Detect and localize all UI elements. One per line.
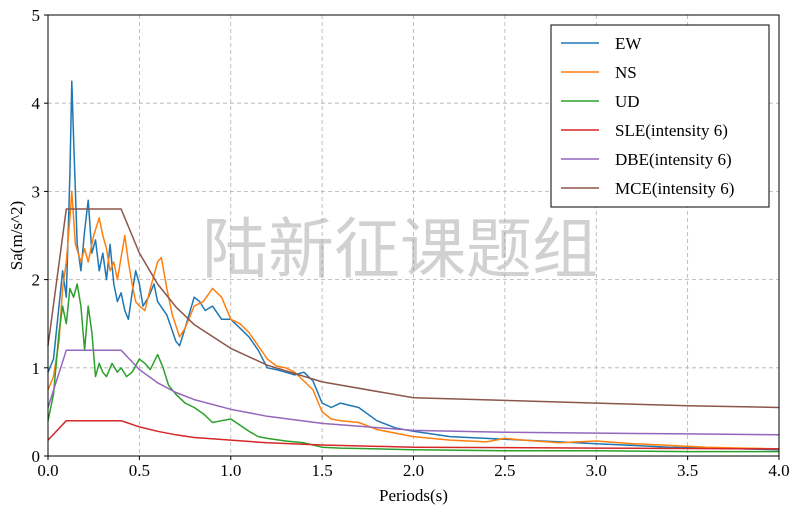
series-line-1 [47, 190, 780, 450]
x-axis-label: Periods(s) [379, 486, 448, 505]
y-tick-label: 5 [32, 6, 41, 25]
series-layer [47, 80, 780, 453]
series-line-5 [47, 208, 780, 409]
legend-label: MCE(intensity 6) [615, 179, 734, 198]
legend-label: DBE(intensity 6) [615, 150, 732, 169]
x-tick-label: 3.0 [586, 461, 607, 480]
x-tick-label: 2.5 [494, 461, 515, 480]
x-tick-label: 3.5 [677, 461, 698, 480]
watermark-text: 陆新征课题组 [202, 211, 598, 288]
x-tick-label: 0.0 [37, 461, 58, 480]
y-tick-label: 0 [32, 447, 41, 466]
series-line-2 [47, 283, 779, 453]
x-tick-label: 2.0 [403, 461, 424, 480]
x-tick-label: 4.0 [768, 461, 789, 480]
y-tick-label: 3 [32, 182, 41, 201]
legend-label: UD [615, 92, 640, 111]
legend-label: NS [615, 63, 637, 82]
x-tick-label: 1.0 [220, 461, 241, 480]
legend-box [550, 24, 770, 208]
series-line-3 [47, 419, 780, 450]
legend: EW NS UD SLE(intensity 6) DBE(intensity 6) MC… [550, 24, 770, 208]
legend-label: EW [615, 34, 642, 53]
series-line-0 [47, 80, 780, 451]
x-tick-label: 1.5 [312, 461, 333, 480]
y-tick-label: 2 [32, 271, 41, 290]
y-axis-label: Sa(m/s^2) [7, 201, 26, 270]
legend-label: SLE(intensity 6) [615, 121, 728, 140]
series-line-4 [47, 349, 780, 436]
ticks: 0.0 0.5 1.0 1.5 2.0 2.5 3.0 3.5 4.0 0 1 2 3 4 5 [32, 6, 790, 480]
y-tick-label: 4 [32, 94, 41, 113]
y-tick-label: 1 [32, 359, 41, 378]
x-tick-label: 0.5 [129, 461, 150, 480]
